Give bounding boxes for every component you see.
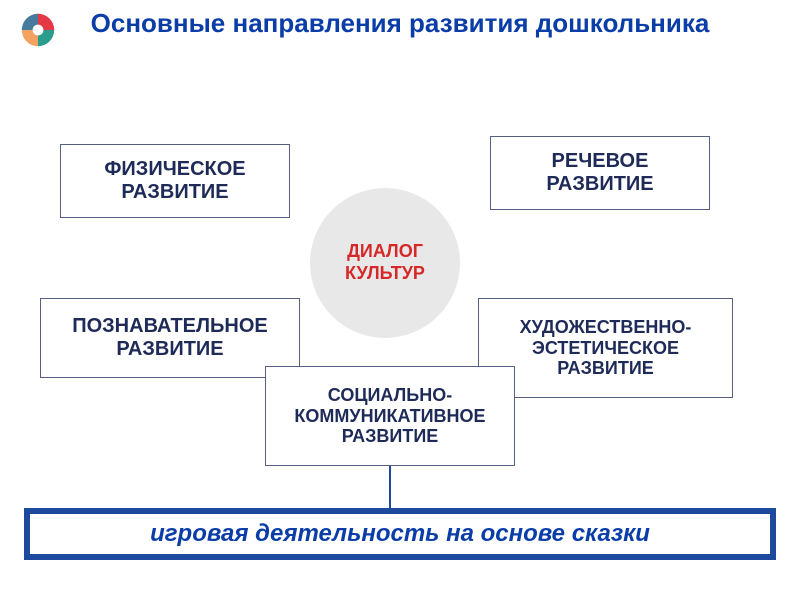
box-cognitive-label: ПОЗНАВАТЕЛЬНОЕ РАЗВИТИЕ [49,315,291,361]
box-artistic: ХУДОЖЕСТВЕННО-ЭСТЕТИЧЕСКОЕ РАЗВИТИЕ [478,298,733,398]
connector-vertical [389,466,391,508]
page-title: Основные направления развития дошкольник… [56,8,780,39]
diagram-area: ДИАЛОГ КУЛЬТУР ФИЗИЧЕСКОЕ РАЗВИТИЕ РЕЧЕВ… [0,48,800,478]
center-node: ДИАЛОГ КУЛЬТУР [310,188,460,338]
header: Основные направления развития дошкольник… [0,0,800,48]
center-label: ДИАЛОГ КУЛЬТУР [310,241,460,284]
box-physical: ФИЗИЧЕСКОЕ РАЗВИТИЕ [60,144,290,218]
box-social-label: СОЦИАЛЬНО-КОММУНИКАТИВНОЕ РАЗВИТИЕ [274,385,506,447]
box-cognitive: ПОЗНАВАТЕЛЬНОЕ РАЗВИТИЕ [40,298,300,378]
footer-band: игровая деятельность на основе сказки [24,508,776,560]
box-physical-label: ФИЗИЧЕСКОЕ РАЗВИТИЕ [69,158,281,204]
box-speech: РЕЧЕВОЕ РАЗВИТИЕ [490,136,710,210]
box-speech-label: РЕЧЕВОЕ РАЗВИТИЕ [499,150,701,196]
box-artistic-label: ХУДОЖЕСТВЕННО-ЭСТЕТИЧЕСКОЕ РАЗВИТИЕ [487,317,724,379]
globe-logo-icon [20,12,56,48]
box-social: СОЦИАЛЬНО-КОММУНИКАТИВНОЕ РАЗВИТИЕ [265,366,515,466]
footer-label: игровая деятельность на основе сказки [150,520,650,548]
